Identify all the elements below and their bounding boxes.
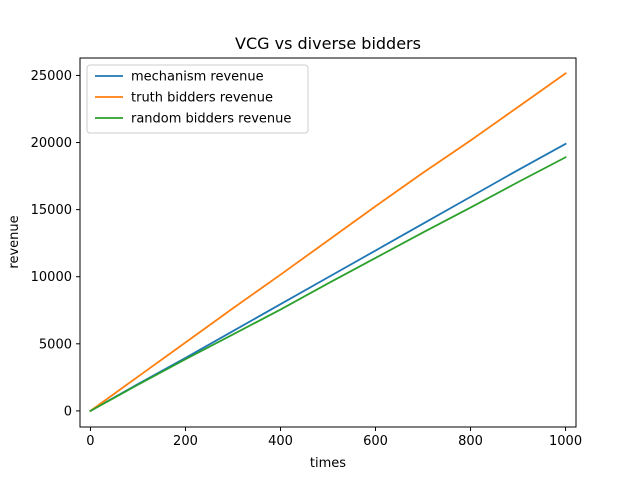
x-tick-label-2: 400 [268,434,293,449]
x-tick-label-5: 1000 [549,434,582,449]
x-tick-label-1: 200 [173,434,198,449]
y-tick-label-3: 15000 [31,203,72,218]
x-tick-label-3: 600 [363,434,388,449]
x-tick-label-0: 0 [86,434,94,449]
series-line-1 [89,72,567,413]
y-tick-label-5: 25000 [31,69,72,84]
y-axis-label: revenue [7,215,22,268]
series-line-2 [89,156,567,413]
x-axis: 0 200 400 600 800 1000 [86,427,582,449]
legend-items: mechanism revenue truth bidders revenue ra… [95,70,291,127]
series-layer [89,72,567,413]
y-axis: 0 5000 10000 15000 20000 25000 [31,69,80,419]
x-tick-label-4: 800 [458,434,483,449]
y-tick-label-0: 0 [64,404,72,419]
legend-label-0: mechanism revenue [131,70,264,85]
series-line-0 [89,142,567,413]
y-tick-label-2: 10000 [31,270,72,285]
legend-label-1: truth bidders revenue [131,91,273,106]
y-tick-label-4: 20000 [31,136,72,151]
legend-box [86,64,309,134]
legend: mechanism revenue truth bidders revenue ra… [86,64,309,134]
legend-label-2: random bidders revenue [131,112,291,127]
chart-title: VCG vs diverse bidders [235,34,421,53]
y-tick-label-1: 5000 [39,337,72,352]
plot-frame [79,57,577,428]
x-axis-label: times [310,456,346,471]
